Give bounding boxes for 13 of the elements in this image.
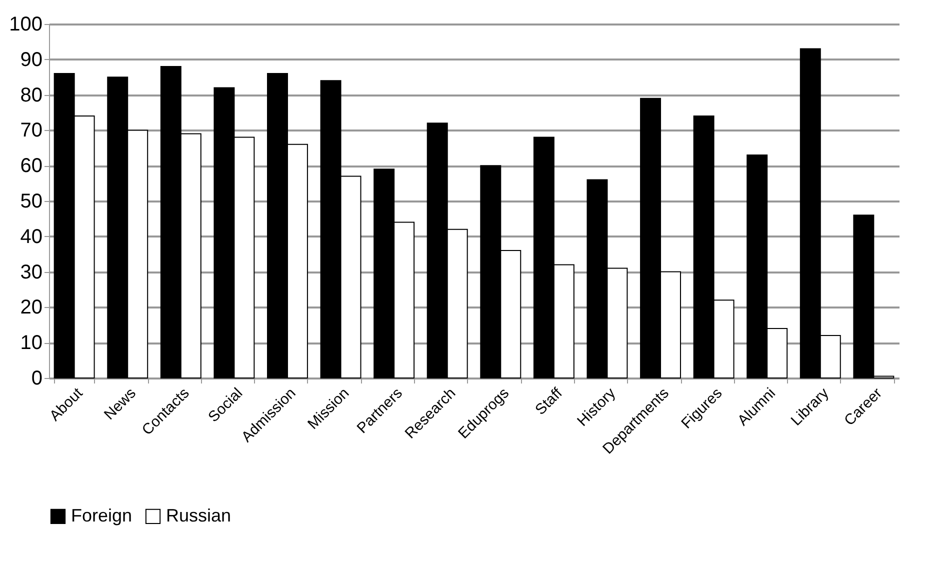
y-tick-label: 100 bbox=[9, 14, 42, 36]
legend-label: Foreign bbox=[71, 505, 132, 526]
y-tick-label: 90 bbox=[20, 48, 42, 71]
y-tick-label: 20 bbox=[20, 296, 42, 319]
y-tick-label: 60 bbox=[20, 155, 42, 178]
y-tick-label: 40 bbox=[20, 226, 42, 248]
y-tick-label: 30 bbox=[20, 261, 42, 284]
y-tick-label: 50 bbox=[20, 190, 42, 212]
y-tick-label: 70 bbox=[20, 120, 42, 142]
y-tick-label: 0 bbox=[31, 368, 42, 390]
y-tick-label: 80 bbox=[20, 84, 42, 106]
legend-label: Russian bbox=[166, 505, 232, 526]
y-tick-label: 10 bbox=[20, 332, 42, 354]
